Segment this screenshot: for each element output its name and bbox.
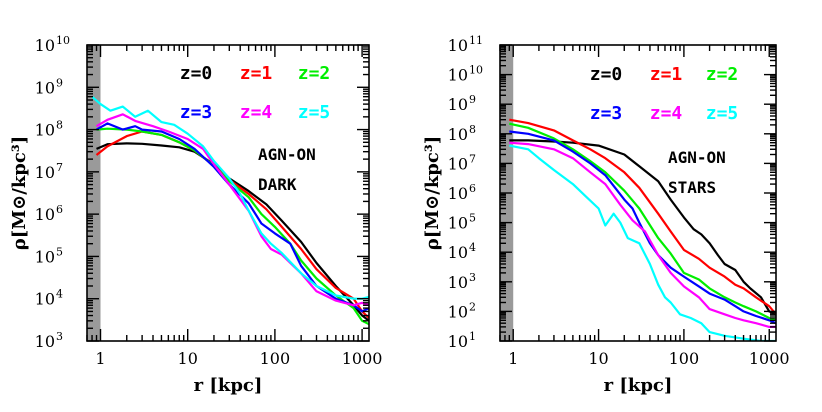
shaded-resolution-region	[87, 45, 101, 341]
series-line-z1	[509, 118, 776, 316]
x-axis-title: r [kpc]	[194, 375, 263, 396]
legend-entry-z0: z=0	[590, 64, 623, 85]
x-tick-label: 100	[669, 349, 700, 368]
y-tick-base: 10	[448, 214, 468, 233]
plot-frame	[499, 44, 777, 342]
series-line-z5	[509, 144, 776, 341]
series-line-z2	[509, 122, 776, 322]
y-tick-base: 10	[448, 36, 468, 55]
y-tick-base: 10	[448, 273, 468, 292]
y-tick-exponent: 5	[56, 245, 63, 258]
y-tick-label: 10 9	[35, 76, 63, 97]
x-tick-label: 1	[95, 349, 105, 368]
y-tick-exponent: 6	[56, 203, 63, 216]
y-tick-label: 10 5	[35, 245, 63, 266]
series-line-z5	[91, 95, 369, 300]
y-tick-label: 10 3	[35, 330, 63, 351]
y-tick-label: 10 9	[448, 93, 476, 114]
x-tick-label: 1	[508, 349, 518, 368]
y-tick-exponent: 5	[469, 212, 476, 225]
legend-entry-z1: z=1	[240, 63, 273, 84]
x-tick-label: 1000	[342, 349, 383, 368]
y-tick-base: 10	[448, 125, 468, 144]
series-line-z3	[95, 122, 369, 313]
y-tick-label: 10 8	[448, 123, 476, 144]
x-tick-label: 1000	[749, 349, 790, 368]
annotation-model: AGN-ON	[668, 148, 726, 167]
y-tick-base: 10	[35, 205, 55, 224]
y-tick-base: 10	[448, 243, 468, 262]
y-tick-base: 10	[35, 163, 55, 182]
y-tick-exponent: 8	[56, 119, 63, 132]
y-tick-exponent: 10	[56, 34, 70, 47]
y-tick-base: 10	[448, 66, 468, 85]
y-tick-label: 10 10	[448, 64, 483, 85]
legend-entry-z3: z=3	[590, 103, 623, 124]
y-axis-title: ρ[M⊙/kpc³]	[9, 136, 30, 251]
y-tick-base: 10	[35, 78, 55, 97]
y-tick-label: 10 7	[35, 161, 63, 182]
y-tick-label: 10 1	[448, 330, 476, 351]
y-tick-label: 10 4	[35, 288, 63, 309]
y-tick-exponent: 4	[56, 288, 63, 301]
y-tick-base: 10	[448, 184, 468, 203]
y-tick-exponent: 11	[469, 34, 483, 47]
y-tick-exponent: 3	[469, 271, 476, 284]
legend-entry-z3: z=3	[180, 102, 213, 123]
y-tick-base: 10	[35, 332, 55, 351]
y-tick-base: 10	[448, 95, 468, 114]
y-tick-exponent: 7	[56, 161, 63, 174]
y-tick-exponent: 6	[469, 182, 476, 195]
legend-entry-z4: z=4	[650, 103, 683, 124]
x-axis-title: r [kpc]	[604, 375, 673, 396]
y-tick-label: 10 6	[35, 203, 63, 224]
y-tick-label: 10 5	[448, 212, 476, 233]
series-line-z4	[95, 113, 369, 307]
y-tick-exponent: 4	[469, 241, 476, 254]
series-line-z4	[509, 141, 776, 328]
y-tick-label: 10 4	[448, 241, 476, 262]
annotation-component: STARS	[668, 178, 716, 197]
legend-entry-z5: z=5	[298, 102, 331, 123]
y-tick-label: 10 7	[448, 152, 476, 173]
y-tick-base: 10	[35, 290, 55, 309]
legend-entry-z4: z=4	[240, 102, 273, 123]
legend-entry-z2: z=2	[298, 63, 331, 84]
x-tick-label: 10	[178, 349, 198, 368]
y-tick-exponent: 1	[469, 330, 476, 343]
y-tick-label: 10 2	[448, 300, 476, 321]
y-axis-title: ρ[M⊙/kpc³]	[422, 136, 443, 251]
legend-entry-z0: z=0	[180, 63, 213, 84]
y-tick-label: 10 6	[448, 182, 476, 203]
legend-entry-z1: z=1	[650, 64, 683, 85]
y-tick-base: 10	[448, 332, 468, 351]
y-tick-base: 10	[448, 154, 468, 173]
series-line-z3	[509, 130, 776, 325]
y-tick-exponent: 8	[469, 123, 476, 136]
y-tick-base: 10	[35, 247, 55, 266]
y-tick-label: 10 11	[448, 34, 483, 55]
y-tick-base: 10	[35, 36, 55, 55]
y-tick-exponent: 10	[469, 64, 483, 77]
legend-entry-z2: z=2	[706, 64, 739, 85]
y-tick-label: 10 10	[35, 34, 70, 55]
y-tick-label: 10 8	[35, 119, 63, 140]
y-tick-base: 10	[448, 302, 468, 321]
y-tick-exponent: 9	[469, 93, 476, 106]
plot-frame	[86, 44, 370, 342]
y-tick-exponent: 9	[56, 76, 63, 89]
y-tick-exponent: 7	[469, 152, 476, 165]
annotation-component: DARK	[258, 175, 297, 194]
y-tick-label: 10 3	[448, 271, 476, 292]
y-tick-exponent: 2	[469, 300, 476, 313]
x-tick-label: 100	[260, 349, 291, 368]
x-tick-label: 10	[588, 349, 608, 368]
annotation-model: AGN-ON	[258, 145, 316, 164]
y-tick-exponent: 3	[56, 330, 63, 343]
legend-entry-z5: z=5	[706, 103, 739, 124]
y-tick-base: 10	[35, 121, 55, 140]
